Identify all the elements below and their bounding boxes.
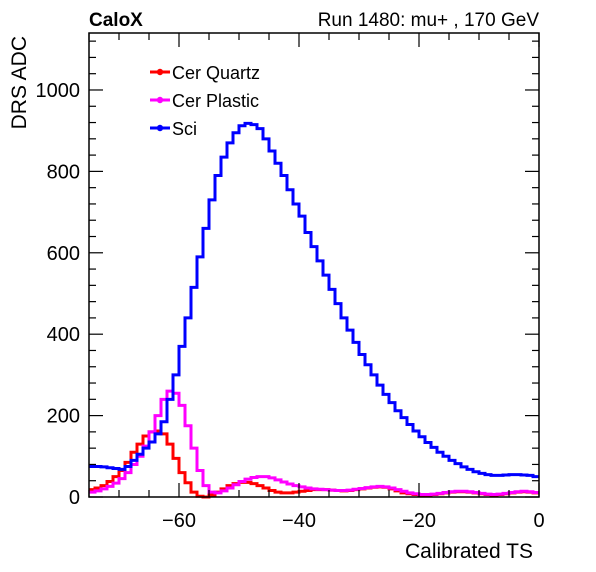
legend-item-cer-quartz: Cer Quartz bbox=[150, 63, 260, 83]
legend-marker-cer-plastic bbox=[156, 96, 164, 104]
legend-marker-sci bbox=[156, 124, 164, 132]
axes-layer bbox=[88, 32, 540, 498]
plot-frame bbox=[88, 32, 540, 498]
x-tick-label: −60 bbox=[162, 510, 196, 532]
series-line-sci bbox=[89, 121, 539, 479]
y-tick-label: 200 bbox=[47, 406, 80, 428]
y-tick-label: 600 bbox=[47, 243, 80, 265]
series-layer bbox=[89, 121, 539, 499]
legend-label-sci: Sci bbox=[172, 119, 197, 139]
y-tick-label: 1000 bbox=[36, 80, 81, 102]
legend: Cer Quartz Cer Plastic Sci bbox=[150, 63, 260, 139]
legend-label-cer-quartz: Cer Quartz bbox=[172, 63, 260, 83]
y-tick-label: 400 bbox=[47, 324, 80, 346]
x-tick-label: −20 bbox=[402, 510, 436, 532]
legend-marker-cer-quartz bbox=[156, 68, 164, 76]
x-axis-label: Calibrated TS bbox=[405, 540, 533, 563]
legend-label-cer-plastic: Cer Plastic bbox=[172, 91, 259, 111]
chart-title-right: Run 1480: mu+ , 170 GeV bbox=[318, 10, 540, 31]
x-tick-label: 0 bbox=[533, 510, 544, 532]
y-axis-label: DRS ADC bbox=[8, 36, 31, 129]
tick-labels: −60 −40 −20 0 0 200 400 600 800 1000 bbox=[36, 80, 545, 532]
y-tick-label: 0 bbox=[69, 487, 80, 509]
series-line-cer-plastic bbox=[89, 389, 539, 497]
legend-item-sci: Sci bbox=[150, 119, 197, 139]
x-tick-label: −40 bbox=[282, 510, 316, 532]
legend-item-cer-plastic: Cer Plastic bbox=[150, 91, 259, 111]
chart-title-left: CaloX bbox=[89, 10, 143, 31]
y-tick-label: 800 bbox=[47, 161, 80, 183]
